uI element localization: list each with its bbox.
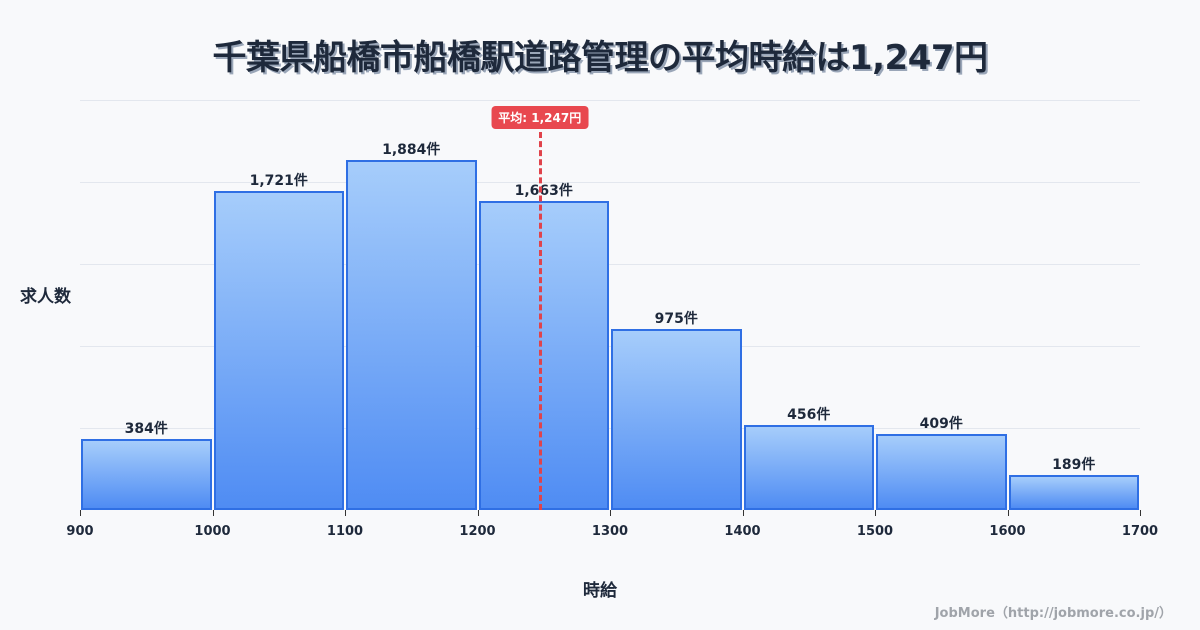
x-tick (1140, 510, 1141, 516)
gridline (80, 182, 1140, 183)
x-tick (742, 510, 744, 516)
bar-value-label: 1,663件 (514, 183, 573, 200)
credit-text: JobMore（http://jobmore.co.jp/） (934, 606, 1172, 621)
x-tick (1007, 510, 1009, 516)
x-tick-label: 1700 (1121, 524, 1159, 539)
x-axis: 900 1000 1100 1200 1300 1400 1500 1600 1700 (66, 510, 1158, 539)
bar-value-label: 456件 (787, 407, 831, 424)
bar-value-label: 409件 (919, 416, 963, 433)
mean-line (538, 132, 542, 510)
y-axis-label: 求人数 (20, 287, 71, 307)
x-tick-label: 1000 (194, 524, 231, 539)
bar-value-label: 189件 (1052, 456, 1096, 473)
gridline (80, 428, 1140, 429)
bar-value-label: 1,721件 (249, 172, 308, 189)
gridline (80, 100, 1140, 101)
gridline (80, 264, 1140, 265)
x-tick-label: 1200 (459, 524, 496, 539)
x-tick-label: 1600 (989, 524, 1026, 539)
histogram-bar (346, 160, 477, 510)
x-tick (80, 510, 81, 516)
histogram-bar (478, 201, 609, 510)
x-tick-label: 1400 (724, 524, 761, 539)
x-tick-label: 1300 (591, 524, 629, 539)
bar-value-label: 1,884件 (382, 142, 441, 159)
x-tick (875, 510, 876, 516)
plot-area: 384件 1,721件 1,884件 1,663件 975件 456件 409件 189件 平均… (80, 100, 1140, 510)
x-axis-label: 時給 (583, 581, 617, 601)
x-tick (477, 510, 479, 516)
x-tick (345, 510, 346, 516)
histogram-bar (1008, 474, 1139, 510)
x-tick-label: 900 (66, 524, 94, 539)
gridline (80, 346, 1140, 347)
x-tick-label: 1500 (856, 524, 894, 539)
x-tick (610, 510, 611, 516)
histogram-bar (876, 434, 1007, 510)
x-tick (212, 510, 214, 516)
bar-value-label: 975件 (654, 311, 698, 328)
chart-title: 千葉県船橋市船橋駅道路管理の平均時給は1,247円 (212, 38, 988, 78)
histogram-bar (81, 438, 212, 510)
bar-value-label: 384件 (124, 420, 168, 437)
histogram-bar (611, 329, 742, 510)
x-tick-label: 1100 (326, 524, 364, 539)
mean-badge: 平均: 1,247円 (491, 106, 589, 129)
histogram-bar (743, 425, 874, 510)
histogram-bar (213, 190, 344, 510)
